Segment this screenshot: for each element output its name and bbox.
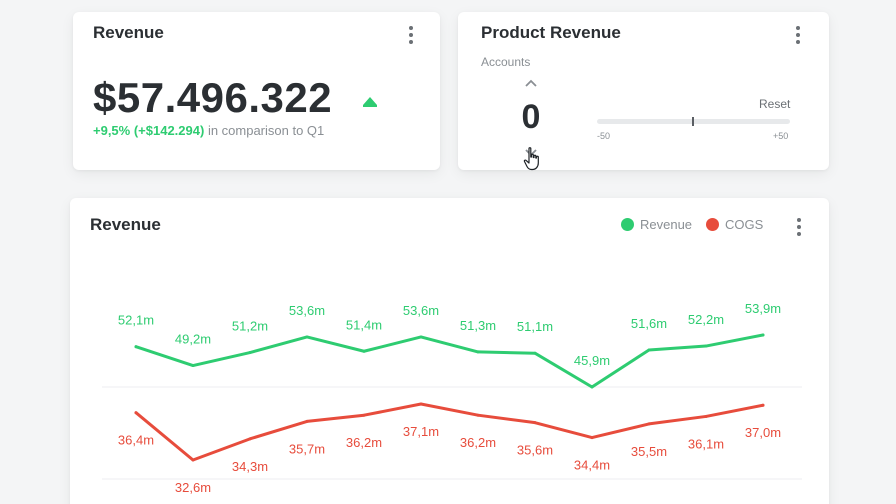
legend-cogs-label: COGS — [725, 217, 764, 232]
data-point-cogs — [761, 403, 765, 407]
data-label-cogs: 34,4m — [574, 458, 610, 473]
data-label-revenue: 52,2m — [688, 312, 724, 327]
slider-min-label: -50 — [597, 131, 611, 141]
data-point-revenue — [362, 349, 366, 353]
legend-item-cogs[interactable]: COGS — [706, 217, 763, 232]
hand-pointer-icon — [522, 146, 544, 172]
product-revenue-card: Product Revenue Accounts 0 Reset -50 +50 — [458, 12, 829, 172]
accounts-stepper-value[interactable]: 0 — [521, 98, 541, 136]
data-label-revenue: 51,3m — [460, 318, 496, 333]
reset-button[interactable]: Reset — [759, 97, 791, 111]
revenue-comparison-text: in comparison to Q1 — [207, 123, 325, 138]
data-label-revenue: 53,9m — [745, 301, 781, 316]
data-label-revenue: 49,2m — [175, 332, 211, 347]
data-label-cogs: 36,1m — [688, 436, 724, 451]
data-label-cogs: 36,4m — [118, 433, 154, 448]
revenue-card: Revenue $57.496.322 +9,5% (+$142.294) in… — [73, 12, 440, 170]
slider-max-label: +50 — [773, 131, 789, 141]
series-line-cogs — [134, 402, 765, 462]
data-label-revenue: 51,1m — [517, 319, 553, 334]
data-label-cogs: 35,5m — [631, 444, 667, 459]
revenue-chart-title: Revenue — [90, 215, 161, 234]
data-point-revenue — [704, 344, 708, 348]
data-point-revenue — [533, 351, 537, 355]
legend-revenue-dot — [621, 218, 634, 231]
accounts-slider-thumb[interactable] — [692, 117, 694, 126]
data-label-cogs: 36,2m — [460, 435, 496, 450]
data-point-revenue — [191, 364, 195, 368]
product-card-more-icon[interactable] — [794, 26, 802, 44]
data-point-cogs — [362, 413, 366, 417]
data-point-cogs — [647, 422, 651, 426]
data-point-cogs — [248, 437, 252, 441]
data-point-revenue — [248, 351, 252, 355]
trend-up-icon — [363, 97, 377, 107]
data-label-cogs: 35,7m — [289, 441, 325, 456]
data-point-revenue — [647, 348, 651, 352]
data-point-cogs — [419, 402, 423, 406]
data-label-revenue: 51,6m — [631, 316, 667, 331]
revenue-chart: 52,1m 49,2m 51,2m 53,6m 51,4m 53,6m 51,3m 51,1m… — [102, 301, 802, 495]
data-point-cogs — [134, 411, 138, 415]
data-label-cogs: 37,1m — [403, 424, 439, 439]
data-label-cogs: 34,3m — [232, 459, 268, 474]
data-point-revenue — [134, 345, 138, 349]
chart-card-more-icon[interactable] — [795, 218, 803, 236]
data-label-revenue: 53,6m — [403, 303, 439, 318]
data-point-revenue — [305, 335, 309, 339]
data-label-cogs: 32,6m — [175, 480, 211, 495]
chevron-up-icon[interactable] — [524, 78, 538, 88]
data-point-cogs — [533, 421, 537, 425]
legend-revenue-label: Revenue — [640, 217, 693, 232]
data-point-revenue — [476, 350, 480, 354]
revenue-comparison: +9,5% (+$142.294) in comparison to Q1 — [93, 123, 324, 138]
series-line-revenue — [134, 333, 765, 389]
data-point-revenue — [590, 385, 594, 389]
accounts-label: Accounts — [481, 55, 531, 69]
revenue-card-title: Revenue — [93, 23, 164, 42]
data-label-revenue: 45,9m — [574, 353, 610, 368]
revenue-change: +9,5% (+$142.294) — [93, 123, 205, 138]
data-point-revenue — [419, 335, 423, 339]
revenue-card-more-icon[interactable] — [407, 26, 415, 44]
data-point-cogs — [305, 419, 309, 423]
data-label-revenue: 51,2m — [232, 319, 268, 334]
data-label-revenue: 52,1m — [118, 313, 154, 328]
product-revenue-title: Product Revenue — [481, 23, 621, 42]
data-label-cogs: 36,2m — [346, 435, 382, 450]
accounts-slider-track[interactable] — [597, 119, 790, 124]
data-label-cogs: 37,0m — [745, 425, 781, 440]
data-point-cogs — [590, 436, 594, 440]
data-label-revenue: 51,4m — [346, 317, 382, 332]
revenue-total-value: $57.496.322 — [93, 74, 333, 121]
data-point-cogs — [191, 458, 195, 462]
data-point-cogs — [476, 413, 480, 417]
data-label-cogs: 35,6m — [517, 443, 553, 458]
data-label-revenue: 53,6m — [289, 303, 325, 318]
legend-item-revenue[interactable]: Revenue — [621, 217, 692, 232]
revenue-chart-card: 52,1m 49,2m 51,2m 53,6m 51,4m 53,6m 51,3m 51,1m… — [70, 198, 829, 504]
data-point-revenue — [761, 333, 765, 337]
legend-cogs-dot — [706, 218, 719, 231]
data-point-cogs — [704, 414, 708, 418]
